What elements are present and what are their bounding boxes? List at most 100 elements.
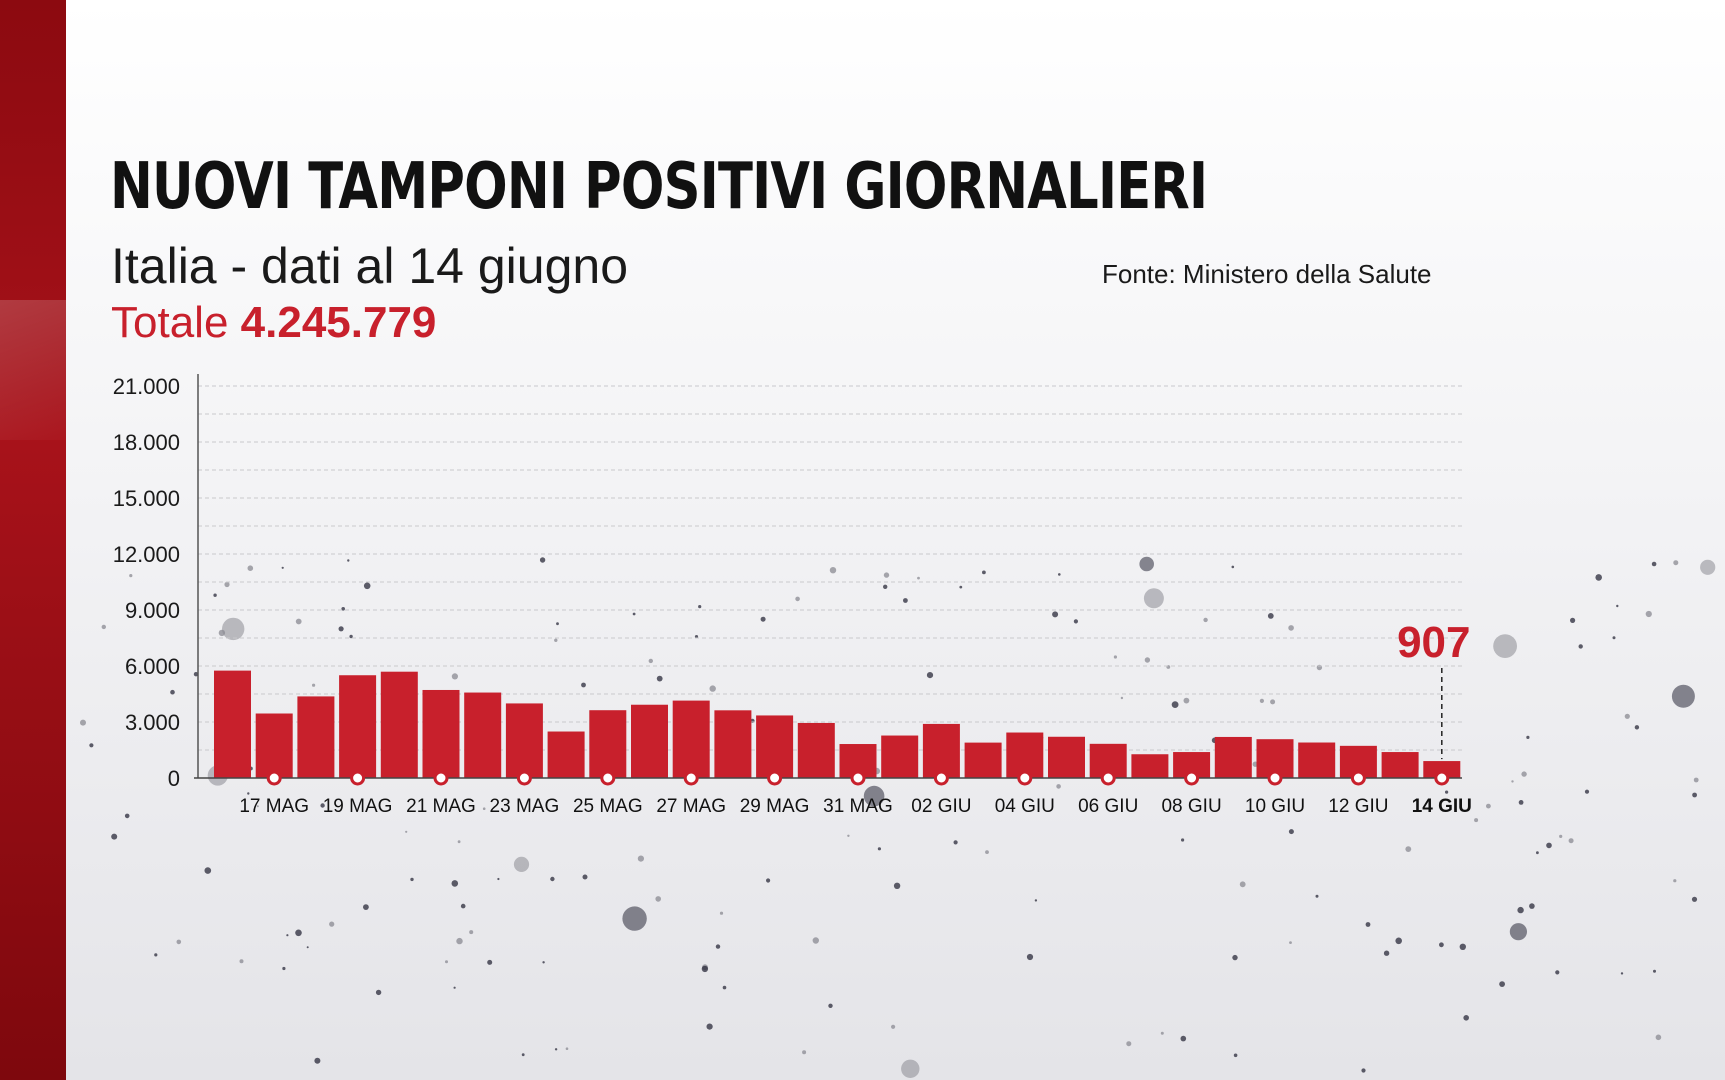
background-dot xyxy=(1289,941,1292,944)
background-dot xyxy=(1073,619,1078,624)
x-tick-marker xyxy=(433,770,449,786)
bar-14-giu xyxy=(1423,761,1461,778)
background-dot xyxy=(1653,969,1656,973)
background-dot xyxy=(1232,954,1238,961)
background-dot xyxy=(247,792,250,795)
chart-subtitle: Italia - dati al 14 giugno xyxy=(111,238,629,294)
background-dot xyxy=(224,581,230,588)
background-dot xyxy=(901,1059,920,1079)
x-tick-marker xyxy=(1434,770,1450,786)
background-dot xyxy=(341,607,346,611)
background-dot xyxy=(222,617,245,641)
background-dot xyxy=(1058,573,1061,576)
bar-19-mag xyxy=(339,675,377,778)
background-dot xyxy=(1239,881,1246,888)
background-dot xyxy=(363,582,371,590)
background-dot xyxy=(101,624,107,630)
x-tick-marker xyxy=(933,770,949,786)
bar-30-mag xyxy=(797,722,835,778)
x-tick-label: 08 GIU xyxy=(1161,796,1221,817)
x-tick-marker xyxy=(350,770,366,786)
x-tick-label: 29 MAG xyxy=(740,796,810,817)
background-dot xyxy=(89,743,94,748)
x-tick-marker xyxy=(1350,770,1366,786)
background-dot xyxy=(154,953,158,957)
background-dot xyxy=(760,616,766,622)
background-dot xyxy=(80,719,86,726)
source-note: Fonte: Ministero della Salute xyxy=(1102,259,1432,289)
background-dot xyxy=(1511,780,1514,783)
x-tick-marker xyxy=(266,770,282,786)
background-dot xyxy=(1231,565,1235,569)
background-dot xyxy=(239,959,244,964)
background-dot xyxy=(204,867,212,874)
background-dot xyxy=(497,877,500,881)
bar-09-giu xyxy=(1214,736,1252,778)
background-dot xyxy=(863,785,885,807)
background-dot xyxy=(213,593,217,597)
background-dot xyxy=(456,937,463,945)
total-value: 4.245.779 xyxy=(240,298,437,347)
background-dot xyxy=(1616,604,1619,608)
bar-05-giu xyxy=(1048,736,1085,778)
background-dot xyxy=(1526,735,1530,740)
background-dot xyxy=(1700,559,1716,575)
background-dot xyxy=(312,683,316,687)
background-dot xyxy=(1361,1068,1366,1073)
background-dot xyxy=(1509,923,1527,941)
background-dot xyxy=(891,1024,896,1029)
side-band-sheen xyxy=(0,300,66,440)
background-dot xyxy=(1203,617,1208,623)
background-dot xyxy=(1267,613,1274,619)
background-dot xyxy=(802,1050,807,1055)
x-tick-marker xyxy=(1100,770,1116,786)
background-dot xyxy=(542,961,545,964)
chart-title: NUOVI TAMPONI POSITIVI GIORNALIERI xyxy=(110,150,1208,224)
background-dot xyxy=(176,939,182,945)
background-dot xyxy=(893,882,901,889)
x-tick-label: 19 MAG xyxy=(323,796,393,817)
background-dot xyxy=(111,833,118,840)
background-dot xyxy=(256,805,259,808)
background-dot xyxy=(632,612,636,616)
background-dot xyxy=(1439,942,1444,948)
background-dot xyxy=(1288,829,1294,835)
x-tick-label: 23 MAG xyxy=(490,796,560,817)
background-dot xyxy=(129,574,133,578)
background-dot xyxy=(1126,1041,1132,1047)
side-band xyxy=(0,0,66,1080)
bar-07-giu xyxy=(1131,754,1169,778)
background-dot xyxy=(314,1057,321,1064)
background-dot xyxy=(982,570,986,575)
background-dot xyxy=(124,813,130,819)
background-dot xyxy=(1624,713,1630,719)
x-tick-marker xyxy=(516,770,532,786)
background-dot xyxy=(1612,636,1616,640)
background-dot xyxy=(706,1023,713,1030)
background-dot xyxy=(1584,789,1590,794)
background-dot xyxy=(877,847,882,851)
background-dot xyxy=(812,937,819,944)
background-dot xyxy=(1459,943,1467,950)
background-dot xyxy=(1445,790,1449,794)
bar-22-mag xyxy=(464,692,502,778)
background-dot xyxy=(1026,953,1034,961)
background-dot xyxy=(1595,574,1602,581)
y-tick-label: 12.000 xyxy=(113,542,180,567)
x-tick-marker xyxy=(767,770,783,786)
x-tick-marker xyxy=(683,770,699,786)
x-tick-marker xyxy=(1267,770,1283,786)
x-tick-label: 10 GIU xyxy=(1245,796,1305,817)
x-tick-label: 31 MAG xyxy=(823,796,893,817)
background-dot xyxy=(1546,842,1552,849)
background-dot xyxy=(295,929,302,937)
background-dot xyxy=(581,682,586,688)
background-dot xyxy=(1671,684,1695,708)
background-dot xyxy=(1555,970,1560,975)
background-dot xyxy=(1691,896,1698,902)
background-dot xyxy=(1536,851,1539,855)
y-tick-label: 21.000 xyxy=(113,374,180,399)
y-tick-label: 6.000 xyxy=(125,654,180,679)
background-dot xyxy=(1139,556,1154,572)
background-dot xyxy=(347,559,350,562)
